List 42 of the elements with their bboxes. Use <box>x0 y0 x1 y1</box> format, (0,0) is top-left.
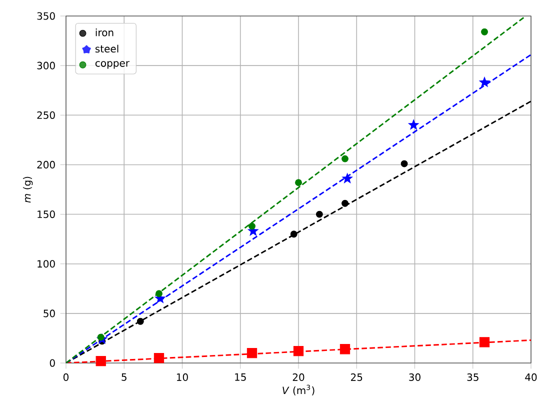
point <box>342 172 354 184</box>
point <box>478 76 490 88</box>
point <box>248 222 256 230</box>
legend-label: copper <box>95 61 130 69</box>
x-axis-title: V (m$^{3}$) <box>282 384 314 396</box>
x-tick-label: 35 <box>467 373 478 381</box>
x-tick-label: 5 <box>122 373 126 381</box>
point <box>246 348 258 358</box>
legend-label: steel <box>95 44 118 53</box>
point <box>342 200 348 207</box>
y-tick-label: 0 <box>50 359 55 367</box>
x-tick-label: 25 <box>351 373 362 381</box>
y-tick-label: 150 <box>38 210 55 218</box>
point <box>295 179 302 186</box>
x-tick-label: 0 <box>63 373 69 381</box>
legend-label: iron <box>96 28 114 36</box>
y-axis-title: m (g) <box>23 176 33 203</box>
x-tick-label: 20 <box>292 373 304 381</box>
point <box>408 119 420 130</box>
x-tick-label: 15 <box>235 373 246 381</box>
point <box>154 352 164 364</box>
point <box>400 160 408 168</box>
point <box>136 318 144 325</box>
y-tick-label: 100 <box>38 260 55 268</box>
x-tick-label: 10 <box>177 373 188 381</box>
y-tick-label: 350 <box>37 12 55 20</box>
y-tick-label: 250 <box>37 111 55 119</box>
point <box>316 210 323 218</box>
point <box>97 334 104 341</box>
x-tick-label: 30 <box>409 373 420 381</box>
point <box>156 290 162 298</box>
point <box>481 28 488 36</box>
point <box>479 337 490 348</box>
point <box>293 346 304 356</box>
x-tick-label: 40 <box>525 373 537 381</box>
point <box>290 230 298 238</box>
y-tick-label: 300 <box>37 62 55 70</box>
point <box>342 155 348 162</box>
y-tick-label: 200 <box>37 160 55 168</box>
y-tick-label: 50 <box>44 310 55 318</box>
point <box>340 344 350 354</box>
point <box>96 356 106 366</box>
